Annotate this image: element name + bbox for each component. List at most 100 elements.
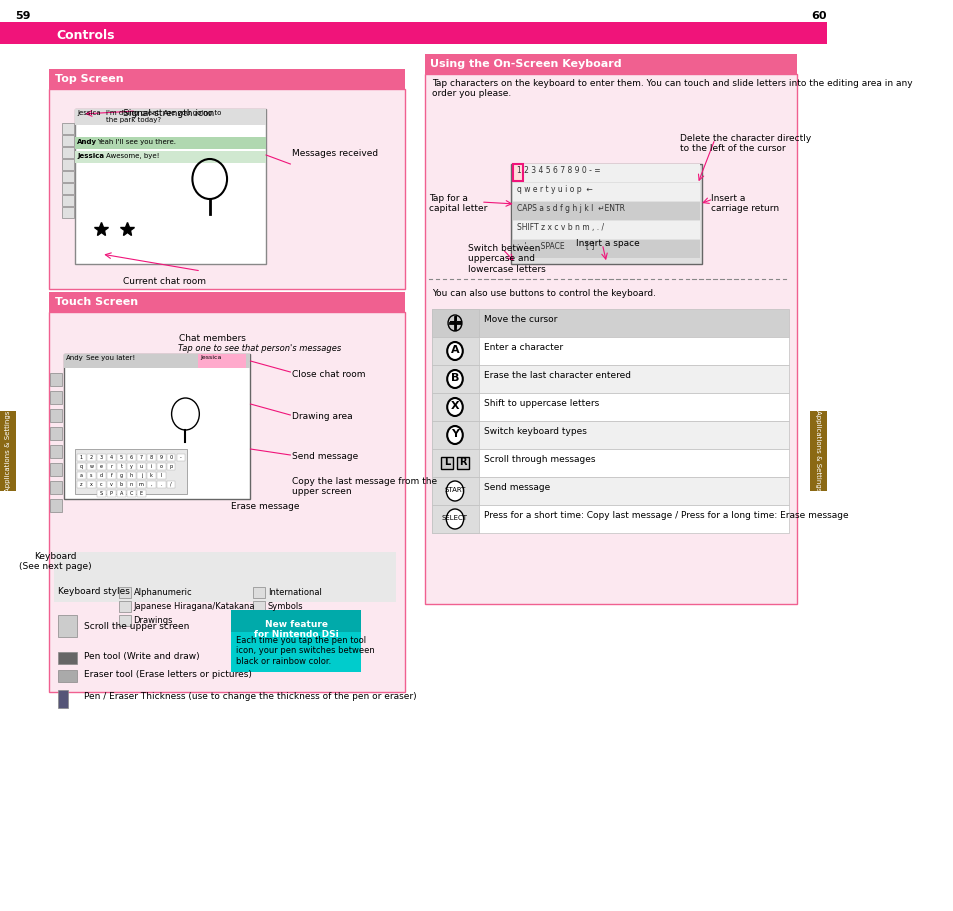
Bar xyxy=(107,481,115,488)
Bar xyxy=(232,610,361,672)
Text: Send message: Send message xyxy=(292,452,358,461)
Text: Symbols: Symbols xyxy=(268,602,303,611)
Text: Japanese Hiragana/Katakana: Japanese Hiragana/Katakana xyxy=(133,602,254,611)
Text: /: / xyxy=(171,482,172,487)
Text: x: x xyxy=(90,482,92,487)
Bar xyxy=(440,457,453,469)
Bar xyxy=(77,481,86,488)
Text: Pen tool (Write and draw): Pen tool (Write and draw) xyxy=(84,652,199,661)
Text: S: S xyxy=(100,491,103,496)
Bar xyxy=(87,454,95,461)
Bar xyxy=(431,505,478,533)
Text: 0: 0 xyxy=(170,455,172,460)
Text: Applications & Settings: Applications & Settings xyxy=(814,410,821,492)
Bar xyxy=(147,463,155,470)
Bar xyxy=(456,457,468,469)
Text: 3: 3 xyxy=(100,455,103,460)
Bar xyxy=(117,490,126,497)
Circle shape xyxy=(447,426,462,444)
Text: a: a xyxy=(80,473,83,478)
Text: f: f xyxy=(111,473,112,478)
Text: International: International xyxy=(268,588,321,597)
Text: h: h xyxy=(130,473,132,478)
Text: Delete the character directly
to the left of the cursor: Delete the character directly to the lef… xyxy=(679,134,811,153)
Text: c: c xyxy=(100,482,103,487)
Bar xyxy=(51,481,61,494)
Bar xyxy=(431,337,788,365)
Text: P: P xyxy=(110,491,112,496)
Bar xyxy=(50,89,404,289)
Text: Switch between
uppercase and
lowercase letters: Switch between uppercase and lowercase l… xyxy=(468,244,545,274)
Bar xyxy=(156,481,166,488)
Bar xyxy=(431,449,788,477)
Text: Jessica: Jessica xyxy=(77,153,104,159)
Text: Drawing area: Drawing area xyxy=(292,412,353,421)
Text: l: l xyxy=(160,473,162,478)
Text: Eraser tool (Erase letters or pictures): Eraser tool (Erase letters or pictures) xyxy=(84,670,252,679)
Text: 1 2 3 4 5 6 7 8 9 0 - =: 1 2 3 4 5 6 7 8 9 0 - = xyxy=(516,166,599,175)
Text: Y: Y xyxy=(451,429,458,439)
Bar xyxy=(431,421,788,449)
Text: See you later!: See you later! xyxy=(86,355,135,361)
Bar xyxy=(118,587,131,598)
Text: Messages received: Messages received xyxy=(292,149,377,158)
Text: i: i xyxy=(151,464,152,469)
Text: Top Screen: Top Screen xyxy=(54,74,123,84)
Bar xyxy=(58,652,77,664)
Bar xyxy=(167,454,175,461)
Text: Keyboard styles: Keyboard styles xyxy=(58,587,130,596)
Text: Pen / Eraser Thickness (use to change the thickness of the pen or eraser): Pen / Eraser Thickness (use to change th… xyxy=(84,692,416,701)
Bar xyxy=(107,490,115,497)
Text: 9: 9 xyxy=(159,455,163,460)
Text: q w e r t y u i o p  ←: q w e r t y u i o p ← xyxy=(516,185,592,194)
Text: Andy: Andy xyxy=(66,355,84,361)
Bar xyxy=(167,463,175,470)
Text: Shift to uppercase letters: Shift to uppercase letters xyxy=(484,400,599,408)
Text: Erase the last character entered: Erase the last character entered xyxy=(484,372,631,381)
Circle shape xyxy=(447,342,462,360)
Text: SELECT: SELECT xyxy=(441,515,468,521)
Bar xyxy=(75,109,266,125)
Bar xyxy=(167,481,175,488)
Circle shape xyxy=(446,481,463,501)
Text: t: t xyxy=(120,464,122,469)
Text: Applications & Settings: Applications & Settings xyxy=(5,410,10,492)
Text: Insert a
carriage return: Insert a carriage return xyxy=(710,194,778,213)
Text: u: u xyxy=(139,464,143,469)
Text: m: m xyxy=(139,482,144,487)
Bar xyxy=(431,421,478,449)
Text: j: j xyxy=(140,473,142,478)
Text: v: v xyxy=(110,482,112,487)
Text: Insert a space: Insert a space xyxy=(576,239,639,248)
Text: Touch Screen: Touch Screen xyxy=(54,297,137,307)
Bar xyxy=(424,74,797,604)
Bar xyxy=(513,202,700,220)
Bar xyxy=(50,69,404,89)
Text: A: A xyxy=(450,345,458,355)
Text: ;  '      SPACE         [ ]: ; ' SPACE [ ] xyxy=(516,242,594,251)
Text: Each time you tap the pen tool
icon, your pen switches between
black or rainbow : Each time you tap the pen tool icon, you… xyxy=(235,636,375,666)
Bar xyxy=(51,499,61,512)
Bar xyxy=(51,391,61,404)
Text: I'm doing great. Are you going to: I'm doing great. Are you going to xyxy=(106,110,221,116)
Bar xyxy=(61,147,73,158)
Text: s: s xyxy=(91,473,92,478)
Bar xyxy=(198,354,246,368)
Text: k: k xyxy=(150,473,152,478)
Bar xyxy=(64,354,251,499)
Text: .: . xyxy=(160,482,162,487)
Text: ,: , xyxy=(151,482,152,487)
Bar xyxy=(431,337,478,365)
Text: CAPS a s d f g h j k l  ↵ENTR: CAPS a s d f g h j k l ↵ENTR xyxy=(516,204,624,213)
Bar xyxy=(452,323,457,329)
Bar xyxy=(107,472,115,479)
Text: g: g xyxy=(120,473,123,478)
Bar xyxy=(232,610,361,632)
Bar xyxy=(77,472,86,479)
Bar xyxy=(431,449,478,477)
Bar xyxy=(97,490,106,497)
Text: 1: 1 xyxy=(80,455,83,460)
Text: Copy the last message from the
upper screen: Copy the last message from the upper scr… xyxy=(292,477,436,496)
Text: Scroll the upper screen: Scroll the upper screen xyxy=(84,622,190,631)
Text: z: z xyxy=(80,482,83,487)
